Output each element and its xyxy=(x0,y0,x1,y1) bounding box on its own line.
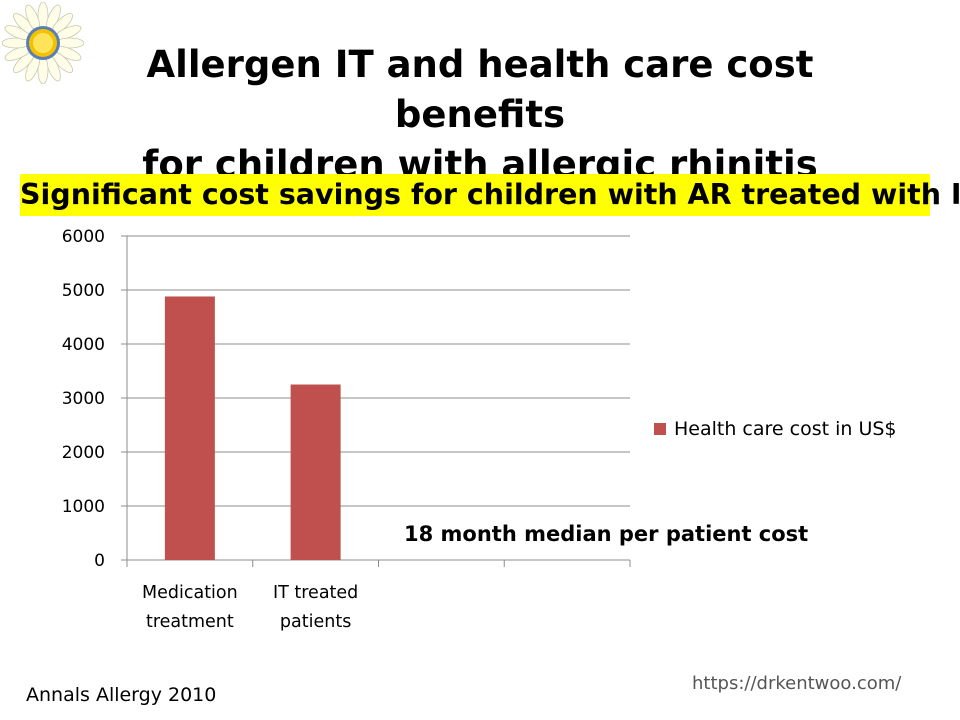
x-category-label: patients xyxy=(280,612,351,632)
legend-label: Health care cost in US$ xyxy=(674,418,897,440)
bar xyxy=(290,384,341,560)
x-category-label: IT treated xyxy=(273,583,358,603)
y-tick-label: 5000 xyxy=(62,281,105,301)
source-url: https://drkentwoo.com/ xyxy=(692,673,902,694)
source-citation: Annals Allergy 2010 xyxy=(26,684,217,706)
legend-swatch xyxy=(654,423,666,435)
y-tick-label: 2000 xyxy=(62,443,105,463)
sunflower-logo-icon xyxy=(2,2,84,84)
y-tick-label: 4000 xyxy=(62,335,105,355)
x-category-label: Medication xyxy=(142,583,238,603)
bar xyxy=(164,296,215,560)
y-tick-label: 3000 xyxy=(62,389,105,409)
chart-annotation: 18 month median per patient cost xyxy=(404,522,809,546)
x-category-label: treatment xyxy=(146,612,234,632)
title-line-1: Allergen IT and health care cost benefit… xyxy=(146,43,814,136)
highlighted-subtitle: Significant cost savings for children wi… xyxy=(20,174,960,216)
y-tick-label: 0 xyxy=(94,551,105,571)
y-tick-label: 1000 xyxy=(62,497,105,517)
y-tick-label: 6000 xyxy=(62,227,105,247)
